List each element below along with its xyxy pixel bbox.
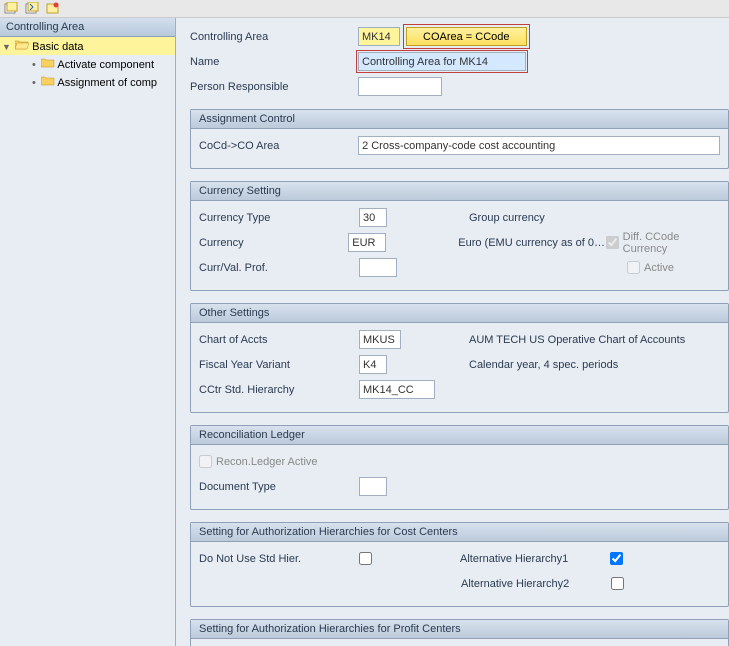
cocd-co-area-dropdown[interactable] bbox=[358, 136, 720, 155]
cocd-co-area-label: CoCd->CO Area bbox=[199, 140, 358, 152]
navigation-tree: Controlling Area ▼ Basic data • Activate… bbox=[0, 18, 176, 646]
toolbar-icon-1[interactable] bbox=[4, 2, 20, 16]
tree-item-assignment-company[interactable]: • Assignment of comp bbox=[18, 73, 175, 91]
currency-input[interactable] bbox=[348, 233, 386, 252]
currency-label: Currency bbox=[199, 237, 348, 249]
alt-hier1-checkbox[interactable] bbox=[610, 552, 623, 565]
recon-active-label: Recon.Ledger Active bbox=[216, 456, 318, 468]
top-toolbar bbox=[0, 0, 729, 18]
active-label: Active bbox=[644, 262, 674, 274]
group-title: Assignment Control bbox=[191, 110, 728, 129]
currency-type-input[interactable] bbox=[359, 208, 387, 227]
tree-root-label: Basic data bbox=[32, 41, 83, 53]
tree-item-activate-components[interactable]: • Activate component bbox=[18, 55, 175, 73]
curr-val-prof-input[interactable] bbox=[359, 258, 397, 277]
toolbar-icon-2[interactable] bbox=[25, 2, 41, 16]
controlling-area-input[interactable] bbox=[358, 27, 400, 46]
name-label: Name bbox=[190, 56, 358, 68]
fiscal-year-input[interactable] bbox=[359, 355, 387, 374]
collapse-arrow-icon[interactable]: ▼ bbox=[2, 42, 12, 52]
currency-type-desc: Group currency bbox=[469, 212, 545, 224]
assignment-control-group: Assignment Control CoCd->CO Area bbox=[190, 109, 729, 169]
chart-accts-input[interactable] bbox=[359, 330, 401, 349]
chart-accts-desc: AUM TECH US Operative Chart of Accounts bbox=[469, 334, 685, 346]
recon-active-checkbox bbox=[199, 455, 212, 468]
person-responsible-label: Person Responsible bbox=[190, 81, 358, 93]
group-title: Currency Setting bbox=[191, 182, 728, 201]
controlling-area-label: Controlling Area bbox=[190, 31, 358, 43]
doc-type-label: Document Type bbox=[199, 481, 359, 493]
no-std-hier-checkbox[interactable] bbox=[359, 552, 372, 565]
curr-val-prof-label: Curr/Val. Prof. bbox=[199, 262, 359, 274]
group-title: Setting for Authorization Hierarchies fo… bbox=[191, 523, 728, 542]
folder-icon bbox=[41, 57, 55, 68]
cctr-hier-input[interactable] bbox=[359, 380, 435, 399]
group-title: Other Settings bbox=[191, 304, 728, 323]
tree-header: Controlling Area bbox=[0, 18, 175, 37]
diff-ccode-checkbox bbox=[606, 236, 619, 249]
currency-type-label: Currency Type bbox=[199, 212, 359, 224]
alt-hier1-label: Alternative Hierarchy1 bbox=[460, 553, 610, 565]
name-input[interactable] bbox=[358, 52, 526, 71]
group-title: Setting for Authorization Hierarchies fo… bbox=[191, 620, 728, 639]
folder-icon bbox=[41, 75, 55, 86]
cctr-hier-label: CCtr Std. Hierarchy bbox=[199, 384, 359, 396]
alt-hier2-label: Alternative Hierarchy2 bbox=[461, 578, 611, 590]
doc-type-input[interactable] bbox=[359, 477, 387, 496]
fiscal-year-desc: Calendar year, 4 spec. periods bbox=[469, 359, 618, 371]
tree-root-basic-data[interactable]: ▼ Basic data bbox=[0, 37, 175, 55]
currency-desc: Euro (EMU currency as of 0… bbox=[458, 237, 605, 249]
content-panel: Controlling Area COArea = CCode Name Per… bbox=[176, 18, 729, 646]
auth-hier-cost-centers-group: Setting for Authorization Hierarchies fo… bbox=[190, 522, 729, 607]
tree-item-label: Assignment of com bbox=[57, 77, 151, 89]
other-settings-group: Other Settings Chart of Accts AUM TECH U… bbox=[190, 303, 729, 413]
active-checkbox bbox=[627, 261, 640, 274]
reconciliation-ledger-group: Reconciliation Ledger Recon.Ledger Activ… bbox=[190, 425, 729, 510]
alt-hier2-checkbox[interactable] bbox=[611, 577, 624, 590]
tree-item-label: Activate componen bbox=[57, 59, 151, 71]
currency-setting-group: Currency Setting Currency Type Group cur… bbox=[190, 181, 729, 291]
toolbar-icon-3[interactable] bbox=[46, 2, 62, 16]
fiscal-year-label: Fiscal Year Variant bbox=[199, 359, 359, 371]
diff-ccode-label: Diff. CCode Currency bbox=[623, 231, 720, 255]
coarea-ccode-button[interactable]: COArea = CCode bbox=[406, 27, 527, 46]
no-std-hier-label: Do Not Use Std Hier. bbox=[199, 553, 359, 565]
chart-accts-label: Chart of Accts bbox=[199, 334, 359, 346]
auth-hier-profit-centers-group: Setting for Authorization Hierarchies fo… bbox=[190, 619, 729, 646]
person-responsible-input[interactable] bbox=[358, 77, 442, 96]
group-title: Reconciliation Ledger bbox=[191, 426, 728, 445]
folder-open-icon bbox=[15, 39, 29, 50]
